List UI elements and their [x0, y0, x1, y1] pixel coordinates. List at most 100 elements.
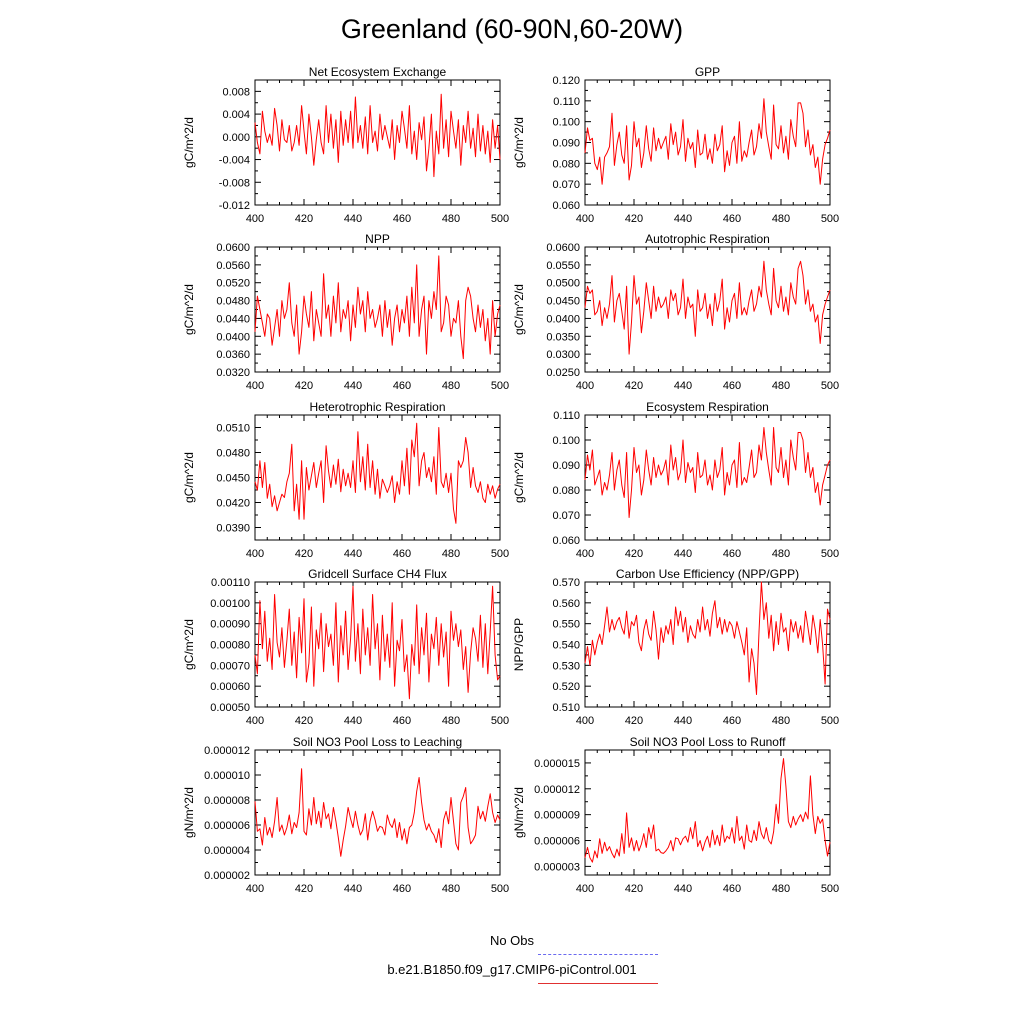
x-tick-label: 480: [442, 380, 460, 392]
y-tick-label: 0.0550: [546, 260, 580, 272]
chart-panel-5: 400 420 440 460 480 500 0.0390 0.0420 0.0450 0.04…: [182, 400, 509, 560]
chart-panel-8: 400 420 440 460 480 500 0.510 0.520 0.530 0.540 0.…: [512, 567, 839, 727]
chart-title: Autotrophic Respiration: [645, 232, 770, 246]
y-tick-label: 0.0400: [546, 313, 580, 325]
y-tick-label: 0.0520: [216, 278, 250, 290]
x-tick-label: 420: [295, 213, 313, 225]
chart-title: GPP: [695, 65, 720, 79]
x-tick-label: 420: [295, 548, 313, 560]
chart-title: Soil NO3 Pool Loss to Leaching: [293, 735, 462, 749]
x-tick-label: 440: [344, 213, 362, 225]
x-tick-label: 500: [821, 213, 839, 225]
series-line: [584, 260, 831, 355]
x-tick-label: 480: [772, 715, 790, 727]
y-tick-label: 0.0480: [216, 296, 250, 308]
y-axis-label: gC/m^2/d: [182, 452, 196, 503]
x-tick-label: 400: [246, 380, 264, 392]
x-tick-label: 460: [723, 380, 741, 392]
plot-frame: [584, 79, 831, 206]
x-tick-label: 460: [393, 380, 411, 392]
series-line: [254, 422, 501, 524]
y-tick-label: 0.0350: [546, 331, 580, 343]
y-tick-label: 0.100: [552, 117, 580, 129]
x-tick-label: 400: [576, 715, 594, 727]
y-axis-label: gC/m^2/d: [182, 284, 196, 335]
chart-panel-3: 400 420 440 460 480 500 0.0320 0.0360 0.0400 0.04…: [182, 232, 509, 392]
y-tick-label: 0.530: [552, 660, 580, 672]
x-tick-label: 500: [821, 883, 839, 895]
x-tick-label: 460: [393, 715, 411, 727]
x-tick-label: 420: [625, 715, 643, 727]
y-tick-label: 0.00100: [210, 598, 250, 610]
x-tick-label: 460: [393, 548, 411, 560]
y-axis-label: gC/m^2/d: [512, 284, 526, 335]
y-tick-label: 0.000002: [204, 870, 250, 882]
x-tick-label: 460: [723, 883, 741, 895]
x-tick-label: 420: [625, 548, 643, 560]
y-tick-label: 0.070: [552, 510, 580, 522]
y-tick-label: 0.0390: [216, 523, 250, 535]
y-tick-label: 0.0480: [216, 448, 250, 460]
chart-panel-4: 400 420 440 460 480 500 0.0250 0.0300 0.0350 0.04…: [512, 232, 839, 392]
y-tick-label: 0.000012: [534, 784, 580, 796]
x-tick-label: 420: [625, 380, 643, 392]
x-tick-label: 420: [295, 715, 313, 727]
x-tick-label: 420: [295, 883, 313, 895]
x-tick-label: 400: [246, 715, 264, 727]
chart-panel-9: 400 420 440 460 480 500 0.000002 0.000004 0.0000…: [182, 735, 509, 895]
x-tick-label: 440: [344, 883, 362, 895]
plot-frame: [254, 79, 501, 206]
legend-case-line: [538, 983, 658, 984]
y-tick-label: 0.00050: [210, 702, 250, 714]
y-tick-label: 0.0500: [546, 278, 580, 290]
y-tick-label: 0.0450: [546, 296, 580, 308]
x-tick-label: 440: [674, 715, 692, 727]
plot-frame: [584, 749, 831, 876]
y-tick-label: 0.080: [552, 158, 580, 170]
chart-title: Heterotrophic Respiration: [309, 400, 445, 414]
y-axis-label: gN/m^2/d: [182, 787, 196, 838]
y-tick-label: 0.070: [552, 179, 580, 191]
y-tick-label: 0.00110: [211, 577, 250, 589]
y-tick-label: 0.00080: [210, 640, 250, 652]
chart-title: Soil NO3 Pool Loss to Runoff: [630, 735, 787, 749]
legend-obs-line: [538, 954, 658, 955]
y-tick-label: 0.0320: [216, 367, 250, 379]
x-tick-label: 500: [491, 883, 509, 895]
y-tick-label: 0.060: [552, 200, 580, 212]
x-tick-label: 440: [674, 213, 692, 225]
series-line: [584, 427, 831, 518]
series-line: [254, 255, 501, 360]
x-tick-label: 420: [625, 213, 643, 225]
x-tick-label: 440: [674, 548, 692, 560]
page-title: Greenland (60-90N,60-20W): [340, 14, 684, 44]
x-tick-label: 500: [491, 380, 509, 392]
chart-panel-1: 400 420 440 460 480 500 -0.012 -0.008 -0.004 0.00…: [182, 65, 509, 225]
y-tick-label: 0.000015: [534, 758, 580, 770]
y-tick-label: 0.560: [552, 598, 580, 610]
x-tick-label: 400: [576, 548, 594, 560]
y-tick-label: 0.00070: [210, 660, 250, 672]
y-tick-label: -0.012: [219, 200, 250, 212]
y-tick-label: -0.004: [219, 155, 250, 167]
chart-title: Ecosystem Respiration: [646, 400, 769, 414]
x-tick-label: 400: [576, 213, 594, 225]
y-axis-label: gC/m^2/d: [182, 619, 196, 670]
x-tick-label: 500: [491, 715, 509, 727]
x-tick-label: 460: [393, 213, 411, 225]
x-tick-label: 500: [491, 213, 509, 225]
chart-title: Net Ecosystem Exchange: [309, 65, 447, 79]
y-tick-label: 0.0360: [216, 349, 250, 361]
x-tick-label: 460: [723, 715, 741, 727]
y-axis-label: gC/m^2/d: [182, 117, 196, 168]
y-tick-label: 0.520: [552, 681, 580, 693]
x-tick-label: 440: [344, 380, 362, 392]
y-tick-label: -0.008: [219, 177, 250, 189]
x-tick-label: 440: [344, 548, 362, 560]
y-tick-label: 0.110: [553, 410, 580, 422]
y-axis-label: gN/m^2/d: [512, 787, 526, 838]
x-tick-label: 400: [576, 883, 594, 895]
x-tick-label: 400: [246, 548, 264, 560]
x-tick-label: 480: [772, 213, 790, 225]
plot-frame: [254, 749, 501, 876]
